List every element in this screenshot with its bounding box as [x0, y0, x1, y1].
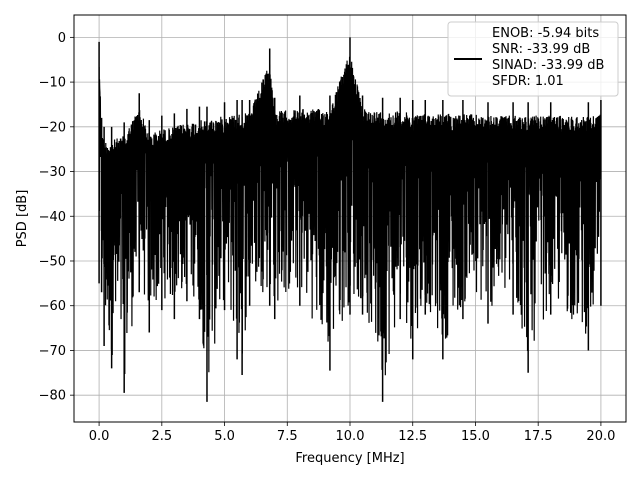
legend: ENOB: -5.94 bits SNR: -33.99 dB SINAD: -…: [447, 21, 619, 97]
x-axis-ticks: 0.0 2.5 5.0 7.5 10.0 12.5 15.0 17.5 20.0: [89, 422, 615, 444]
plot-area: [98, 37, 602, 402]
y-tick-label: −60: [39, 299, 66, 314]
y-tick-label: −30: [39, 165, 66, 180]
legend-entry-sfdr: SFDR: 1.01: [492, 74, 564, 89]
legend-entry-sinad: SINAD: -33.99 dB: [492, 58, 604, 73]
legend-entry-snr: SNR: -33.99 dB: [492, 42, 590, 57]
y-tick-label: −40: [39, 210, 66, 225]
y-axis-ticks: 0 −10 −20 −30 −40 −50 −60 −70 −80: [39, 31, 74, 404]
y-tick-label: −70: [39, 344, 66, 359]
x-tick-label: 10.0: [336, 429, 365, 444]
x-tick-label: 5.0: [214, 429, 235, 444]
y-tick-label: 0: [58, 31, 66, 46]
x-tick-label: 20.0: [586, 429, 615, 444]
y-tick-label: −50: [39, 254, 66, 269]
legend-entry-enob: ENOB: -5.94 bits: [492, 26, 599, 41]
y-tick-label: −10: [39, 76, 66, 91]
x-tick-label: 7.5: [277, 429, 298, 444]
x-tick-label: 0.0: [89, 429, 110, 444]
y-tick-label: −20: [39, 120, 66, 135]
x-axis-label: Frequency [MHz]: [295, 451, 404, 466]
y-axis-label: PSD [dB]: [15, 190, 30, 248]
legend-box: [447, 21, 619, 97]
x-tick-label: 2.5: [151, 429, 172, 444]
x-tick-label: 17.5: [524, 429, 553, 444]
y-tick-label: −80: [39, 389, 66, 404]
x-tick-label: 15.0: [461, 429, 490, 444]
x-tick-label: 12.5: [398, 429, 427, 444]
